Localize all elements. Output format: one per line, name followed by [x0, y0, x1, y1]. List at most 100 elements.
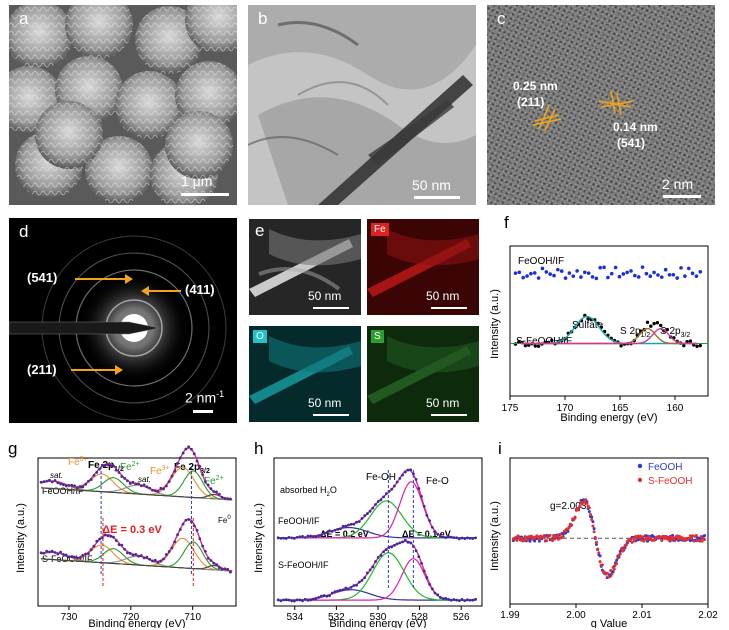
chart-f-point-feooh	[609, 271, 614, 276]
chart-h-point-feooh	[420, 494, 423, 498]
fe2p32-sub: 3/2	[200, 468, 210, 475]
chart-g-point-sfeooh	[137, 554, 140, 558]
ring-211-label: (211)	[27, 362, 57, 377]
chart-h-point-feooh	[471, 537, 475, 540]
panel-a-label: a	[19, 9, 29, 28]
chart-h-point-feooh	[311, 535, 315, 538]
chart-i-point-sfeooh	[646, 537, 650, 541]
chart-i-point-sfeooh	[566, 527, 570, 531]
chart-h-series-feooh: FeOOH/IF	[278, 516, 320, 526]
chart-h-point-sfeooh	[349, 585, 353, 589]
chart-i-svg: i g Value Intensity (a.u.) g=2.003 FeOOH…	[489, 439, 718, 628]
chart-i-point-sfeooh	[622, 547, 626, 551]
chart-i-point-sfeooh	[616, 556, 620, 560]
eds-o-scale-bar	[313, 414, 349, 416]
chart-g-point-feooh	[81, 485, 85, 489]
chart-g-point-sfeooh	[184, 518, 188, 522]
chart-h-point-feooh	[325, 531, 329, 534]
eds-fe-map: Fe 50 nm	[367, 219, 479, 315]
chart-f-point-feooh	[536, 276, 541, 280]
chart-g-point-sfeooh	[45, 549, 49, 553]
chart-g-point-sfeooh	[64, 553, 68, 557]
chart-i-point-sfeooh	[698, 539, 702, 543]
chart-h-point-feooh	[284, 537, 288, 540]
panel-a-sem-image: a 1 μm	[9, 5, 237, 205]
panel-b-scale-bar	[414, 196, 460, 199]
chart-g-point-feooh	[192, 452, 196, 456]
chart-i-point-sfeooh	[629, 537, 633, 541]
chart-g-point-feooh	[217, 492, 221, 496]
chart-i-point-sfeooh	[577, 508, 581, 512]
chart-i-point-sfeooh	[610, 572, 614, 576]
chart-h-point-feooh	[460, 536, 464, 540]
chart-g-point-sfeooh	[201, 544, 204, 548]
chart-h-point-sfeooh	[401, 540, 404, 544]
chart-h-point-feooh	[290, 536, 294, 540]
chart-g-point-feooh	[190, 447, 193, 451]
eds-haadf-scale-bar	[313, 307, 349, 309]
chart-h-point-feooh	[395, 480, 399, 484]
chart-g-point-feooh	[131, 480, 135, 484]
chart-h-point-feooh	[368, 509, 372, 513]
chart-i-point-sfeooh	[673, 539, 677, 543]
h2o-sub: 2	[327, 492, 331, 498]
chart-f-point-feooh	[552, 273, 556, 278]
panel-d-scale-text: 2 nm-1	[185, 389, 224, 406]
eds-s-scale-bar	[431, 414, 467, 416]
chart-h-point-sfeooh	[393, 544, 396, 547]
chart-i-point-sfeooh	[553, 537, 557, 541]
panel-c-scale-text: 2 nm	[662, 176, 694, 192]
chart-i-xlabel: g Value	[591, 618, 628, 628]
chart-f-point-feooh	[606, 275, 610, 280]
chart-g-point-feooh	[64, 484, 68, 488]
chart-h-point-feooh	[425, 513, 429, 517]
chart-h-point-sfeooh	[414, 549, 418, 553]
chart-h-point-feooh	[292, 536, 296, 540]
chart-h-peak-feo: Fe-O	[426, 476, 449, 487]
chart-h-point-feooh	[298, 535, 302, 539]
chart-h-point-sfeooh	[371, 565, 375, 569]
chart-g-point-feooh	[75, 486, 79, 490]
chart-i-point-sfeooh	[515, 538, 519, 542]
lattice-211-spacing: 0.25 nm	[513, 79, 558, 93]
saed-arrows	[71, 274, 181, 375]
chart-h-point-sfeooh	[441, 597, 445, 600]
chart-i-point-sfeooh	[598, 560, 602, 564]
hrtem-lattice-texture	[487, 5, 715, 205]
chart-g-point-sfeooh	[98, 537, 101, 541]
chart-i-point-sfeooh	[687, 536, 691, 540]
chart-g-point-sfeooh	[131, 553, 135, 557]
chart-g-point-sfeooh	[112, 535, 115, 539]
chart-i-point-sfeooh	[630, 540, 634, 544]
chart-h-point-feooh	[357, 520, 361, 524]
chart-g-fe3-mid: Fe3+	[150, 465, 170, 477]
chart-g-point-sfeooh	[176, 533, 179, 537]
chart-f-point-sfeooh	[586, 317, 590, 321]
chart-i-point-sfeooh	[699, 535, 703, 539]
chart-h-point-feooh	[422, 504, 426, 508]
chart-g-point-sfeooh	[212, 561, 216, 565]
chart-f-point-feooh	[598, 265, 602, 270]
chart-g-point-feooh	[128, 482, 132, 485]
fe3-left-text: Fe	[68, 457, 80, 468]
chart-f-point-feooh	[590, 275, 595, 279]
chart-f-point-sfeooh	[513, 342, 518, 346]
chart-i-point-sfeooh	[516, 534, 520, 538]
chart-h-point-feooh	[447, 535, 450, 538]
chart-f-xtick-label: 175	[502, 403, 519, 414]
chart-h-point-feooh	[455, 536, 459, 540]
chart-i-point-sfeooh	[641, 535, 645, 539]
chart-i-point-sfeooh	[609, 569, 613, 573]
chart-g-point-sfeooh	[103, 533, 107, 537]
chart-f-point-sfeooh	[533, 344, 537, 348]
chart-g-point-sfeooh	[89, 548, 93, 552]
chart-h-point-sfeooh	[398, 541, 402, 545]
eds-s-tag: S	[371, 330, 384, 343]
chart-h-point-feooh	[301, 535, 304, 538]
chart-g-point-sfeooh	[206, 556, 210, 560]
chart-g-point-feooh	[148, 486, 152, 490]
chart-i-point-sfeooh	[659, 535, 663, 539]
eds-fe-scale-text: 50 nm	[426, 289, 460, 303]
chart-g-fe3-left: Fe3+	[68, 456, 88, 468]
chart-h-point-sfeooh	[379, 553, 383, 557]
